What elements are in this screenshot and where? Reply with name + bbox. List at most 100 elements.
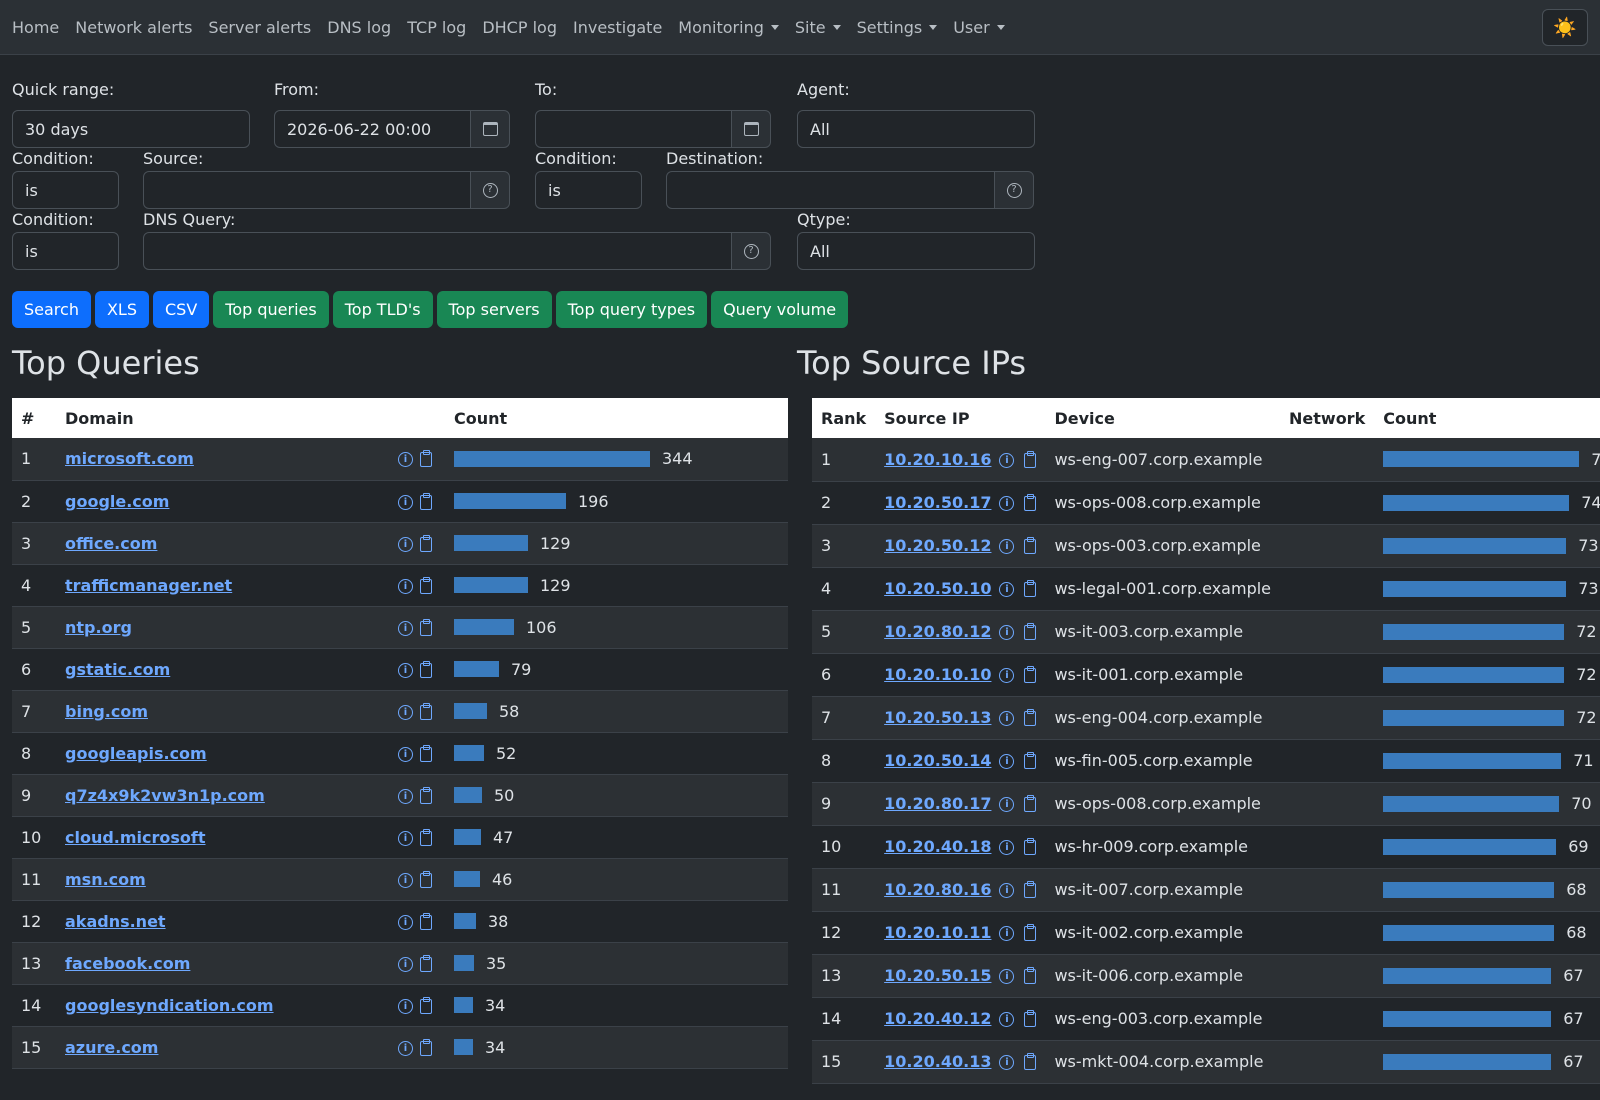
info-icon[interactable]: i — [398, 452, 413, 468]
info-icon[interactable]: i — [999, 711, 1015, 726]
source-condition-select[interactable] — [12, 171, 119, 209]
info-icon[interactable]: i — [398, 746, 413, 762]
xls-button[interactable]: XLS — [94, 291, 149, 328]
domain-link[interactable]: bing.com — [65, 701, 149, 721]
domain-link[interactable]: facebook.com — [65, 953, 191, 973]
info-icon[interactable]: i — [398, 788, 413, 804]
clipboard-icon[interactable] — [1024, 881, 1037, 898]
domain-link[interactable]: googleapis.com — [65, 743, 207, 763]
clipboard-icon[interactable] — [1024, 537, 1037, 554]
from-date-input[interactable] — [274, 110, 471, 148]
nav-item-investigate[interactable]: Investigate — [572, 17, 663, 37]
nav-item-dns-log[interactable]: DNS log — [327, 17, 392, 37]
info-icon[interactable]: i — [999, 452, 1015, 468]
clipboard-icon[interactable] — [1024, 795, 1037, 812]
source-ip-link[interactable]: 10.20.10.10 — [884, 665, 992, 684]
domain-link[interactable]: trafficmanager.net — [65, 575, 233, 595]
domain-link[interactable]: googlesyndication.com — [65, 995, 274, 1015]
clipboard-icon[interactable] — [1024, 580, 1037, 597]
info-icon[interactable]: i — [398, 914, 413, 930]
nav-item-site[interactable]: Site — [795, 18, 841, 37]
dns-query-help-button[interactable]: ? — [731, 232, 771, 270]
nav-item-settings[interactable]: Settings — [857, 18, 938, 37]
info-icon[interactable]: i — [999, 668, 1015, 683]
domain-link[interactable]: office.com — [65, 533, 158, 553]
clipboard-icon[interactable] — [420, 828, 432, 846]
info-icon[interactable]: i — [999, 582, 1015, 597]
info-icon[interactable]: i — [999, 625, 1015, 640]
info-icon[interactable]: i — [999, 883, 1015, 898]
clipboard-icon[interactable] — [1024, 1053, 1037, 1070]
top-servers-button[interactable]: Top servers — [436, 291, 552, 328]
destination-help-button[interactable]: ? — [994, 171, 1034, 209]
nav-item-dhcp-log[interactable]: DHCP log — [482, 17, 557, 37]
nav-item-server-alerts[interactable]: Server alerts — [208, 17, 312, 37]
clipboard-icon[interactable] — [1024, 623, 1037, 640]
info-icon[interactable]: i — [999, 539, 1015, 554]
destination-input[interactable] — [666, 171, 995, 209]
nav-item-monitoring[interactable]: Monitoring — [678, 18, 779, 37]
clipboard-icon[interactable] — [1024, 709, 1037, 726]
clipboard-icon[interactable] — [1024, 666, 1037, 683]
clipboard-icon[interactable] — [420, 954, 432, 972]
clipboard-icon[interactable] — [1024, 494, 1037, 511]
top-query-types-button[interactable]: Top query types — [555, 291, 708, 328]
info-icon[interactable]: i — [999, 797, 1015, 812]
clipboard-icon[interactable] — [1024, 838, 1037, 855]
domain-link[interactable]: q7z4x9k2vw3n1p.com — [65, 785, 265, 805]
clipboard-icon[interactable] — [1024, 924, 1037, 941]
clipboard-icon[interactable] — [420, 576, 432, 594]
info-icon[interactable]: i — [398, 956, 413, 972]
top-tlds-button[interactable]: Top TLD's — [332, 291, 433, 328]
info-icon[interactable]: i — [398, 704, 413, 720]
destination-condition-select[interactable] — [535, 171, 642, 209]
nav-item-network-alerts[interactable]: Network alerts — [75, 17, 193, 37]
source-help-button[interactable]: ? — [470, 171, 510, 209]
info-icon[interactable]: i — [398, 998, 413, 1014]
clipboard-icon[interactable] — [420, 618, 432, 636]
csv-button[interactable]: CSV — [153, 291, 210, 328]
info-icon[interactable]: i — [398, 620, 413, 636]
query-volume-button[interactable]: Query volume — [711, 291, 849, 328]
info-icon[interactable]: i — [398, 578, 413, 594]
quick-range-select[interactable] — [12, 110, 250, 148]
source-ip-link[interactable]: 10.20.40.13 — [884, 1052, 992, 1071]
clipboard-icon[interactable] — [420, 996, 432, 1014]
clipboard-icon[interactable] — [420, 912, 432, 930]
info-icon[interactable]: i — [398, 494, 413, 510]
agent-select[interactable] — [797, 110, 1035, 148]
domain-link[interactable]: microsoft.com — [65, 449, 194, 469]
clipboard-icon[interactable] — [420, 450, 432, 468]
info-icon[interactable]: i — [999, 840, 1015, 855]
clipboard-icon[interactable] — [420, 660, 432, 678]
qtype-select[interactable] — [797, 232, 1035, 270]
clipboard-icon[interactable] — [1024, 752, 1037, 769]
nav-item-user[interactable]: User — [953, 18, 1004, 37]
info-icon[interactable]: i — [398, 830, 413, 846]
query-condition-select[interactable] — [12, 232, 119, 270]
domain-link[interactable]: azure.com — [65, 1037, 159, 1057]
info-icon[interactable]: i — [999, 754, 1015, 769]
clipboard-icon[interactable] — [420, 1038, 432, 1056]
domain-link[interactable]: ntp.org — [65, 617, 132, 637]
from-calendar-button[interactable] — [470, 110, 510, 148]
info-icon[interactable]: i — [999, 1012, 1015, 1027]
domain-link[interactable]: google.com — [65, 491, 170, 511]
nav-item-home[interactable]: Home — [12, 17, 60, 37]
domain-link[interactable]: msn.com — [65, 869, 146, 889]
source-ip-link[interactable]: 10.20.50.17 — [884, 493, 992, 512]
clipboard-icon[interactable] — [1024, 450, 1037, 468]
clipboard-icon[interactable] — [420, 492, 432, 510]
source-ip-link[interactable]: 10.20.40.12 — [884, 1009, 992, 1028]
search-button[interactable]: Search — [12, 291, 91, 328]
domain-link[interactable]: gstatic.com — [65, 659, 171, 679]
top-queries-button[interactable]: Top queries — [213, 291, 329, 328]
source-ip-link[interactable]: 10.20.50.12 — [884, 536, 992, 555]
to-date-input[interactable] — [535, 110, 732, 148]
info-icon[interactable]: i — [999, 496, 1015, 511]
clipboard-icon[interactable] — [420, 702, 432, 720]
domain-link[interactable]: cloud.microsoft — [65, 827, 206, 847]
info-icon[interactable]: i — [398, 662, 413, 678]
source-ip-link[interactable]: 10.20.80.17 — [884, 794, 992, 813]
info-icon[interactable]: i — [999, 926, 1015, 941]
